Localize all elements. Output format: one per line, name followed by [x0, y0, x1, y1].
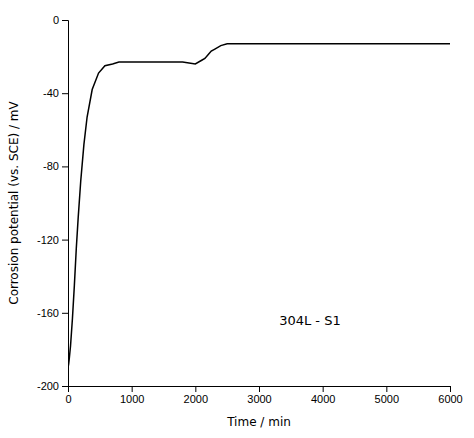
- y-tick-label: -120: [37, 234, 59, 246]
- x-tick-label: 4000: [311, 393, 335, 405]
- y-tick: -80: [43, 160, 68, 172]
- x-tick-mark: [132, 386, 133, 392]
- marks: [68, 44, 450, 368]
- x-tick: 1000: [120, 386, 144, 405]
- y-tick-mark: [62, 93, 68, 94]
- x-tick-label: 3000: [247, 393, 271, 405]
- x-tick-mark: [259, 386, 260, 392]
- y-tick: -120: [37, 234, 68, 246]
- x-tick-mark: [386, 386, 387, 392]
- x-tick-label: 5000: [375, 393, 399, 405]
- y-axis: 0 -40 -80 -120 -160 -200: [37, 14, 69, 392]
- y-tick-mark: [62, 166, 68, 167]
- x-tick: 0: [65, 386, 71, 405]
- line: [68, 44, 450, 368]
- x-tick-mark: [450, 386, 451, 392]
- x-axis: 0 1000 2000 3000 4000 5000 6000: [65, 386, 462, 405]
- chart: 0 1000 2000 3000 4000 5000 6000 0 -40 -80 -120 -160…: [0, 0, 474, 438]
- y-tick-mark: [62, 20, 68, 21]
- x-tick: 3000: [247, 386, 271, 405]
- x-tick: 2000: [184, 386, 208, 405]
- x-axis-line: [69, 387, 451, 393]
- y-tick: -160: [37, 307, 68, 319]
- x-tick-label: 2000: [184, 393, 208, 405]
- x-tick-label: 1000: [120, 393, 144, 405]
- y-tick: -200: [37, 380, 68, 392]
- y-tick-label: -200: [37, 380, 59, 392]
- x-tick-mark: [195, 386, 196, 392]
- x-tick-label: 6000: [438, 393, 462, 405]
- x-tick-mark: [323, 386, 324, 392]
- annotation: 304L - S1: [279, 313, 341, 328]
- y-tick-label: 0: [53, 14, 59, 26]
- y-axis-title: Corrosion potential (vs. SCE) / mV: [7, 100, 21, 304]
- x-axis-title: Time / min: [226, 415, 291, 429]
- y-tick: 0: [53, 14, 68, 26]
- plot: 0 1000 2000 3000 4000 5000 6000 0 -40 -80 -120 -160…: [7, 14, 463, 429]
- y-tick-label: -40: [43, 87, 59, 99]
- y-tick: -40: [43, 87, 68, 99]
- y-tick-mark: [62, 313, 68, 314]
- x-tick-label: 0: [65, 393, 71, 405]
- x-tick: 5000: [375, 386, 399, 405]
- x-tick: 6000: [438, 386, 462, 405]
- y-axis-line: [62, 21, 69, 387]
- x-tick: 4000: [311, 386, 335, 405]
- y-tick-label: -160: [37, 307, 59, 319]
- y-tick-label: -80: [43, 160, 59, 172]
- y-tick-mark: [62, 386, 68, 387]
- y-tick-mark: [62, 240, 68, 241]
